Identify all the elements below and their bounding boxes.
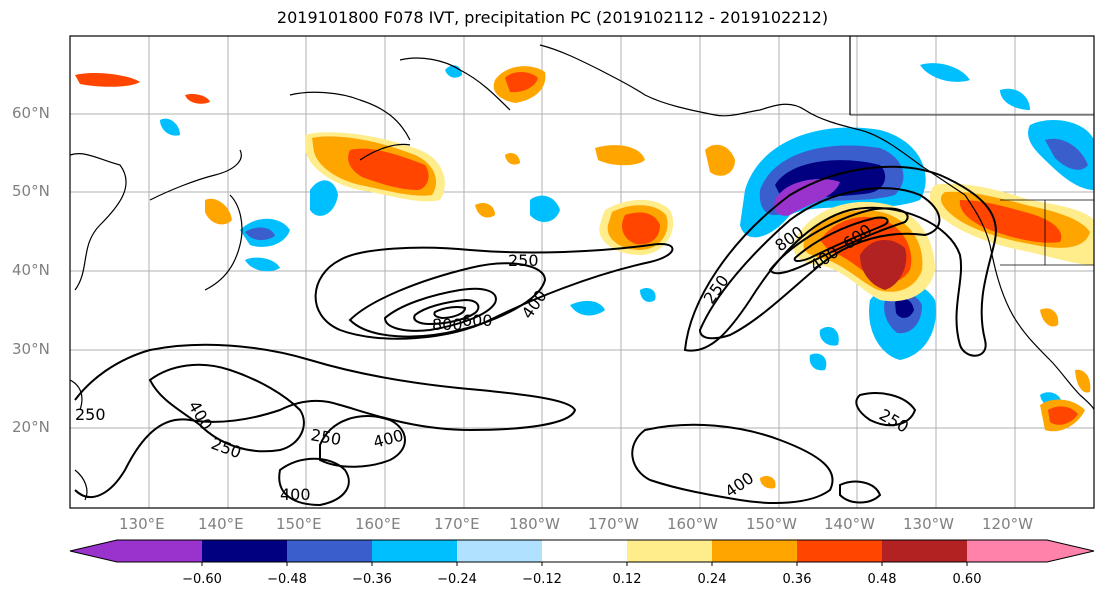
colorbar-tick-label: 0.36 (782, 572, 812, 587)
lon-label: 140°E (198, 515, 244, 533)
positive-region (75, 72, 140, 87)
lon-label: 160°E (355, 515, 401, 533)
ivt-contour-400 (631, 423, 834, 504)
ivt-contour-250 (855, 392, 917, 427)
positive-region (959, 200, 1062, 243)
lon-label: 130°E (119, 515, 165, 533)
ivt-contour-400 (698, 187, 941, 340)
lat-label: 20°N (12, 418, 50, 436)
lon-label: 180°W (509, 515, 560, 533)
contour-label: 250 (508, 251, 539, 270)
colorbar-tick-label: 0.60 (952, 572, 982, 587)
ivt-contour-250 (314, 243, 674, 340)
colorbar-extend-max (1047, 540, 1094, 562)
colorbar-tick-label: −0.36 (352, 572, 392, 587)
contour-label: 400 (280, 485, 311, 504)
coastlines (69, 36, 1095, 501)
positive-region (860, 239, 907, 290)
map-panel (69, 35, 1095, 509)
ivt-contour-600 (768, 207, 909, 275)
lat-label: 30°N (12, 340, 50, 358)
lon-label: 130°W (903, 515, 954, 533)
positive-region (1075, 369, 1091, 393)
positive-region (475, 203, 495, 218)
ivt-contour-250 (839, 480, 882, 504)
map-frame (69, 35, 1095, 509)
lon-label: 140°W (824, 515, 875, 533)
positive-region (205, 198, 232, 225)
lat-label: 50°N (12, 182, 50, 200)
negative-region (809, 353, 827, 371)
negative-region (1045, 138, 1088, 170)
ivt-contour-800 (793, 216, 889, 262)
colorbar-tick-label: −0.48 (267, 572, 307, 587)
negative-region (310, 180, 338, 216)
negative-region (895, 298, 914, 318)
negative-region (640, 288, 656, 302)
ivt-contour-400 (148, 363, 305, 453)
negative-region (245, 257, 280, 272)
negative-region (920, 63, 970, 82)
lon-label: 120°W (982, 515, 1033, 533)
ivt-contour-250 (74, 343, 577, 499)
positive-region (1040, 308, 1059, 327)
negative-region (570, 300, 605, 316)
positive-region (760, 476, 776, 489)
colorbar-tick-label: 0.48 (867, 572, 897, 587)
ivt-contour-600 (383, 287, 497, 332)
lon-label: 150°W (746, 515, 797, 533)
ivt-contour-400 (278, 457, 350, 507)
colorbar-extend-min (70, 540, 117, 562)
precip-shading (75, 63, 1094, 489)
positive-region (1048, 406, 1078, 425)
positive-region (348, 148, 429, 190)
colorbar-tick-label: −0.24 (437, 572, 477, 587)
colorbar-tick-label: 0.12 (612, 572, 642, 587)
positive-region (705, 144, 735, 176)
lon-label: 170°E (434, 515, 480, 533)
lon-label: 170°W (588, 515, 639, 533)
ivt-contours (74, 165, 997, 507)
negative-region (160, 118, 180, 136)
negative-region (774, 179, 840, 216)
colorbar-tick-label: −0.60 (182, 572, 222, 587)
ivt-contour-250 (683, 165, 997, 357)
positive-region (185, 93, 210, 104)
colorbar-tick-label: −0.12 (522, 572, 562, 587)
lat-label: 40°N (12, 261, 50, 279)
negative-region (530, 195, 560, 222)
negative-region (1000, 88, 1030, 110)
colorbar-tick-label: 0.24 (697, 572, 727, 587)
contour-label: 800 (432, 315, 463, 334)
contour-label: 600 (462, 311, 493, 330)
positive-region (622, 212, 660, 245)
positive-region (505, 152, 520, 165)
positive-region (505, 72, 538, 93)
contour-label: 250 (75, 405, 106, 424)
lat-label: 60°N (12, 104, 50, 122)
lon-label: 150°E (276, 515, 322, 533)
negative-region (245, 227, 275, 241)
lon-label: 160°W (667, 515, 718, 533)
ivt-contour-800 (413, 298, 480, 326)
ivt-contour-400 (348, 262, 547, 338)
positive-region (595, 145, 645, 166)
colorbar (69, 539, 1095, 566)
ivt-contour-400 (319, 415, 406, 468)
map-title: 2019101800 F078 IVT, precipitation PC (2… (276, 8, 829, 27)
negative-region (819, 326, 839, 346)
